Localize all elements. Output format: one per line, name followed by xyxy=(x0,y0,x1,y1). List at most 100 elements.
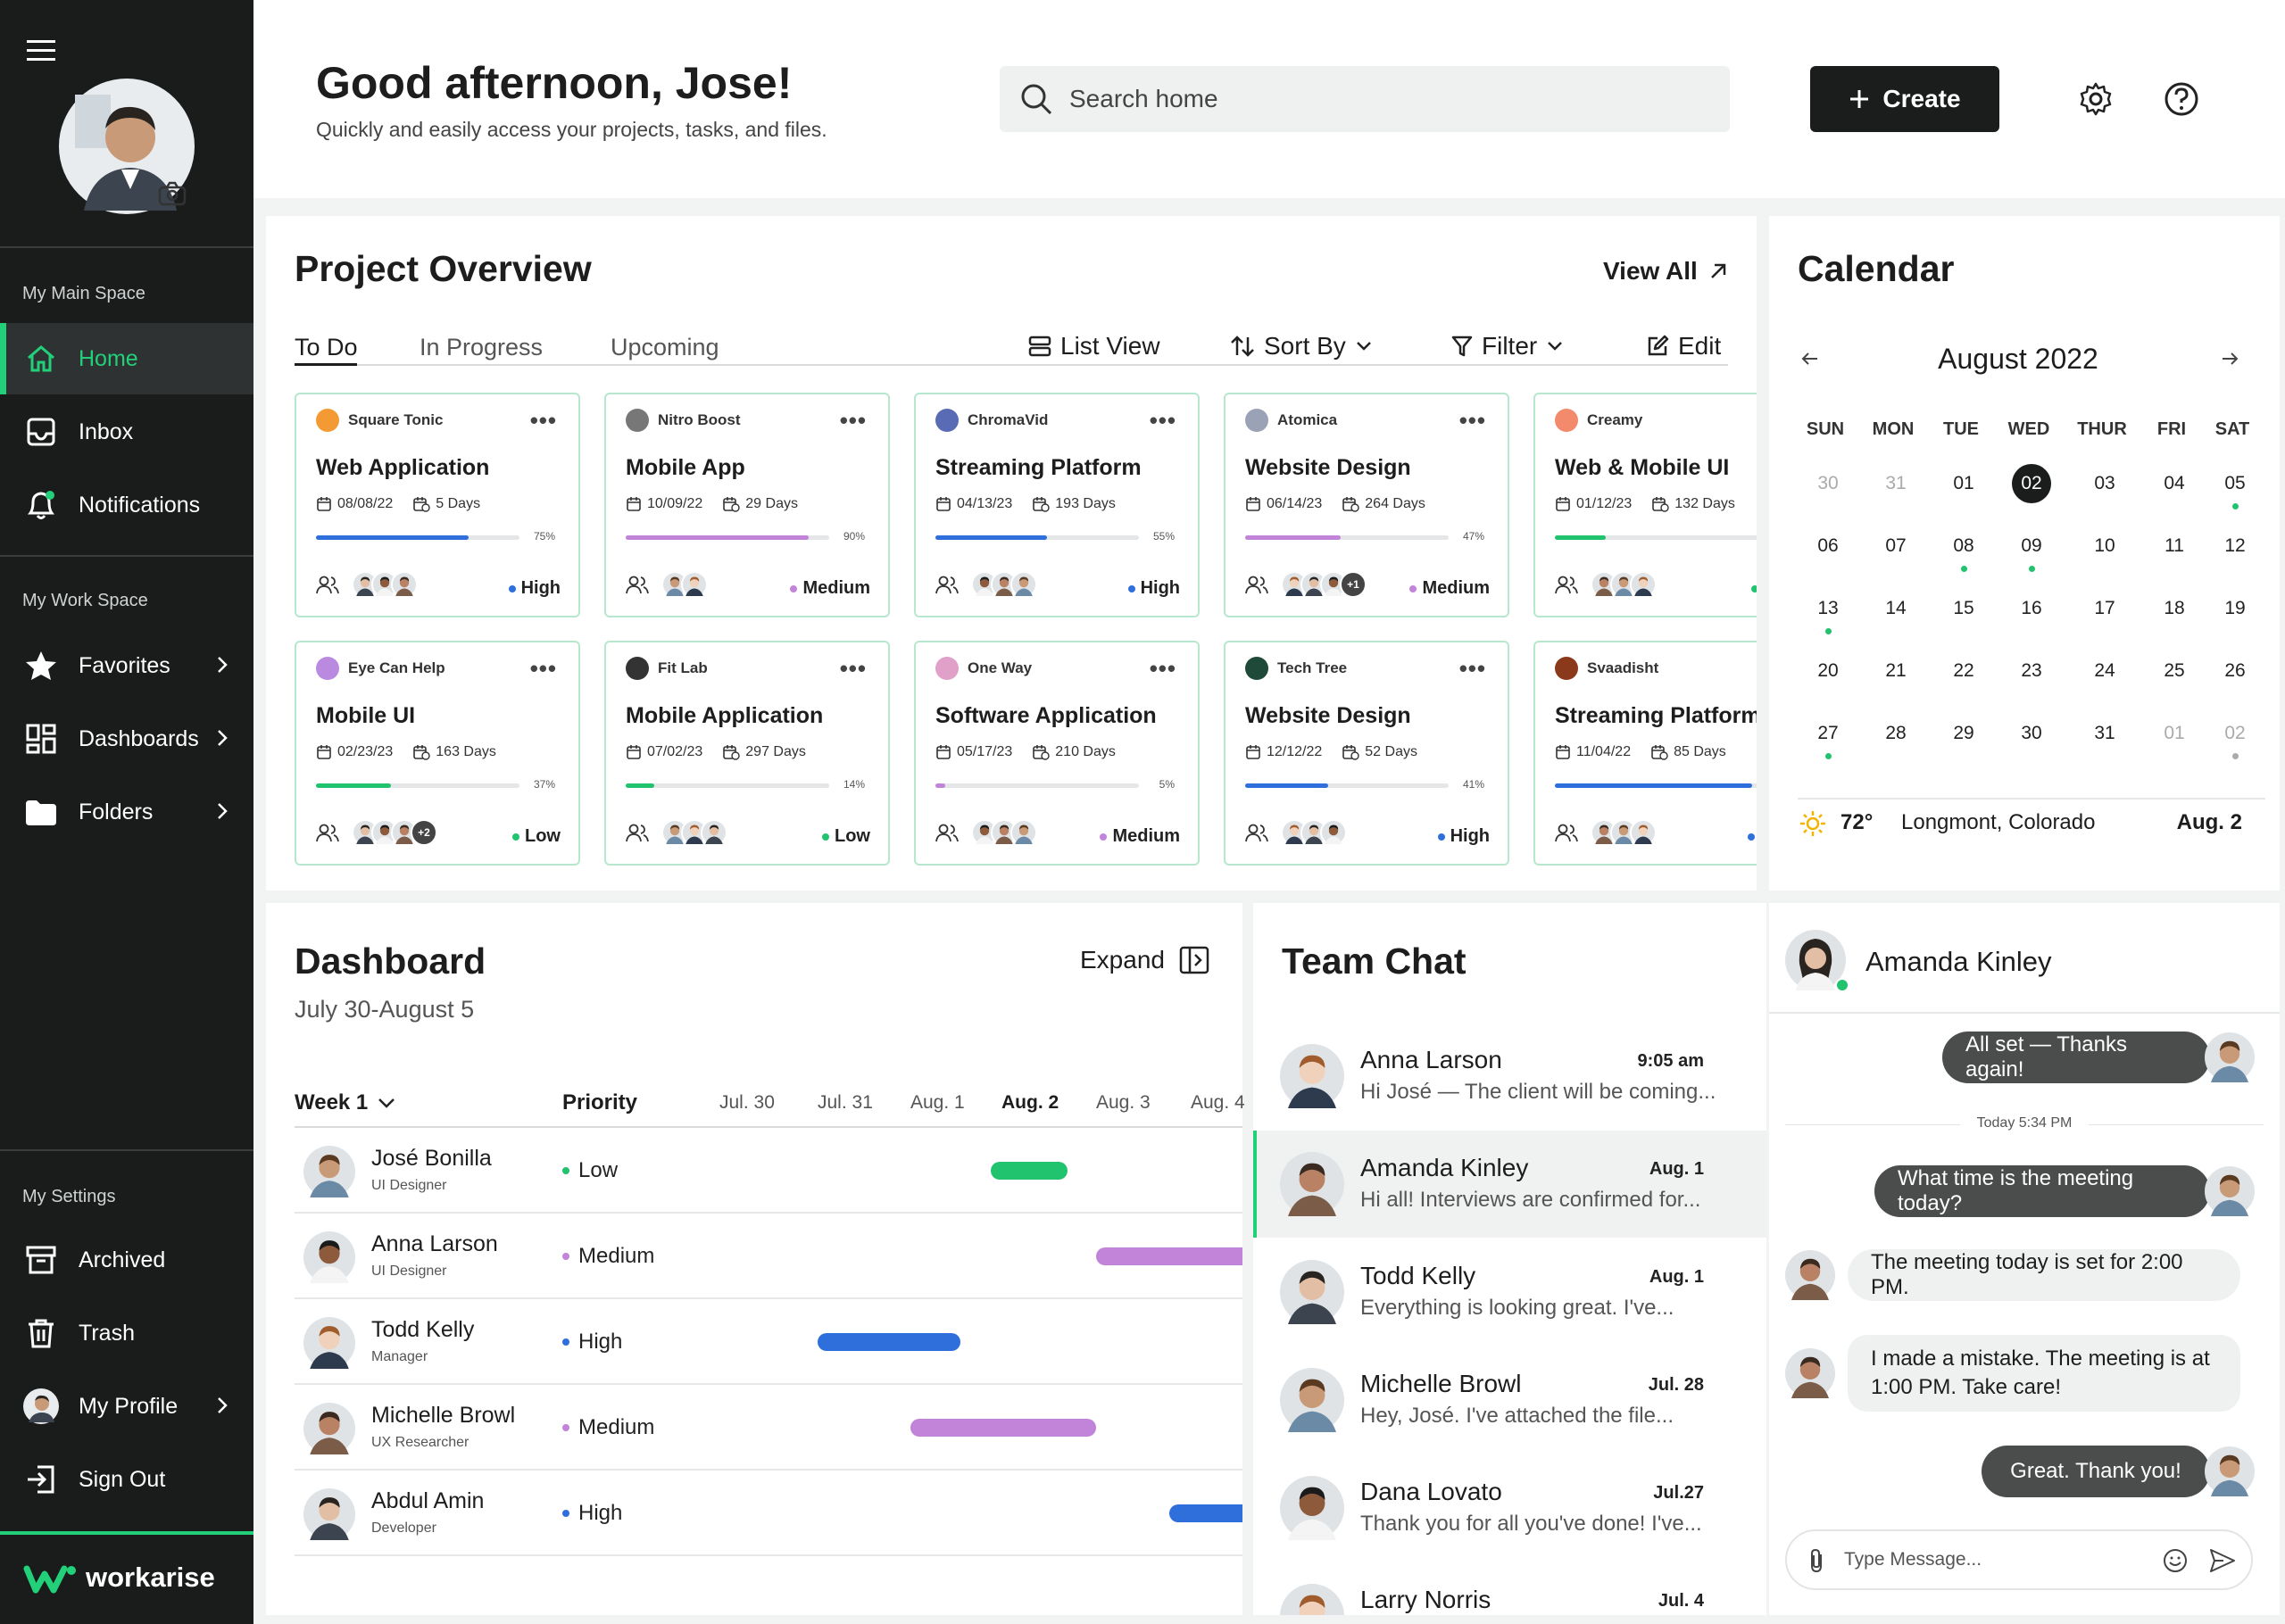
timeline-bar[interactable] xyxy=(818,1333,960,1351)
calendar-day[interactable]: 20 xyxy=(1801,651,1855,691)
chat-list-item[interactable]: Larry Norris Jul. 4 xyxy=(1253,1562,1766,1615)
chat-list-item[interactable]: Dana Lovato Jul.27 Thank you for all you'v… xyxy=(1253,1454,1766,1562)
sidebar-item-trash[interactable]: Trash xyxy=(0,1297,253,1369)
sidebar-item-archived[interactable]: Archived xyxy=(0,1224,253,1296)
calendar-day[interactable]: 26 xyxy=(2208,651,2262,691)
sidebar-item-sign-out[interactable]: Sign Out xyxy=(0,1444,253,1515)
calendar-day[interactable]: 31 xyxy=(1869,464,1923,503)
expand-button[interactable]: Expand xyxy=(1080,946,1209,974)
sort-by-button[interactable]: Sort By xyxy=(1230,332,1373,360)
more-options-icon[interactable]: ••• xyxy=(839,407,867,434)
table-row[interactable]: Todd Kelly Manager High xyxy=(295,1299,1242,1385)
team-members[interactable] xyxy=(1245,819,1347,846)
project-card[interactable]: One Way ••• Software Application 05/17/23 21… xyxy=(914,641,1200,866)
camera-icon[interactable] xyxy=(157,180,187,207)
timeline-bar[interactable] xyxy=(991,1162,1068,1180)
brand-logo[interactable]: workarise xyxy=(0,1531,253,1624)
calendar-day[interactable]: 07 xyxy=(1869,526,1923,566)
calendar-day[interactable]: 06 xyxy=(1801,526,1855,566)
tab-upcoming[interactable]: Upcoming xyxy=(611,334,719,360)
sidebar-item-my-profile[interactable]: My Profile xyxy=(0,1371,253,1442)
sidebar-item-favorites[interactable]: Favorites xyxy=(0,630,253,701)
calendar-day[interactable]: 21 xyxy=(1869,651,1923,691)
team-members[interactable]: +1 xyxy=(1245,571,1367,598)
calendar-day[interactable]: 09 xyxy=(2005,526,2058,566)
chat-list-item[interactable]: Michelle Browl Jul. 28 Hey, José. I've att… xyxy=(1253,1346,1766,1454)
project-card[interactable]: Fit Lab ••• Mobile Application 07/02/23 297 … xyxy=(604,641,890,866)
project-card[interactable]: Nitro Boost ••• Mobile App 10/09/22 29 Days 9… xyxy=(604,393,890,617)
search-input[interactable]: Search home xyxy=(1000,66,1730,132)
team-members[interactable] xyxy=(626,571,708,598)
sidebar-item-folders[interactable]: Folders xyxy=(0,776,253,848)
more-options-icon[interactable]: ••• xyxy=(529,655,557,682)
calendar-day[interactable]: 19 xyxy=(2208,589,2262,628)
calendar-day[interactable]: 18 xyxy=(2148,589,2201,628)
calendar-day[interactable]: 11 xyxy=(2148,526,2201,566)
create-button[interactable]: Create xyxy=(1810,66,1999,132)
calendar-day[interactable]: 02 xyxy=(2208,714,2262,753)
view-all-link[interactable]: View All xyxy=(1603,257,1728,286)
table-row[interactable]: Anna Larson UI Designer Medium xyxy=(295,1214,1242,1299)
chat-list-item[interactable]: Amanda Kinley Aug. 1 Hi all! Interviews ar… xyxy=(1253,1131,1766,1238)
calendar-day[interactable]: 08 xyxy=(1937,526,1990,566)
table-row[interactable]: Abdul Amin Developer High xyxy=(295,1471,1242,1556)
team-members[interactable] xyxy=(1555,819,1657,846)
calendar-day[interactable]: 05 xyxy=(2208,464,2262,503)
calendar-day[interactable]: 31 xyxy=(2078,714,2131,753)
team-members[interactable] xyxy=(1555,571,1657,598)
timeline-bar[interactable] xyxy=(1169,1504,1242,1522)
chat-list-item[interactable]: Todd Kelly Aug. 1 Everything is looking gr… xyxy=(1253,1239,1766,1346)
calendar-day[interactable]: 02 xyxy=(2005,464,2058,503)
project-card[interactable]: Svaadisht•••Streaming Platform11/04/2285… xyxy=(1533,641,1757,866)
calendar-day[interactable]: 15 xyxy=(1937,589,1990,628)
more-options-icon[interactable]: ••• xyxy=(1149,655,1176,682)
send-icon[interactable] xyxy=(2208,1547,2237,1574)
calendar-day[interactable]: 12 xyxy=(2208,526,2262,566)
calendar-day[interactable]: 24 xyxy=(2078,651,2131,691)
profile-avatar[interactable] xyxy=(57,77,196,216)
message-input[interactable]: Type Message... xyxy=(1785,1529,2253,1590)
prev-month-arrow-icon[interactable] xyxy=(1799,348,1824,369)
calendar-day[interactable]: 27 xyxy=(1801,714,1855,753)
team-members[interactable] xyxy=(626,819,727,846)
calendar-day[interactable]: 14 xyxy=(1869,589,1923,628)
calendar-day[interactable]: 17 xyxy=(2078,589,2131,628)
team-members[interactable]: +2 xyxy=(316,819,437,846)
calendar-day[interactable]: 28 xyxy=(1869,714,1923,753)
list-view-button[interactable]: List View xyxy=(1028,332,1160,360)
timeline-bar[interactable] xyxy=(1096,1247,1242,1265)
settings-gear-icon[interactable] xyxy=(2078,81,2114,117)
attachment-icon[interactable] xyxy=(1807,1547,1826,1574)
project-card[interactable]: Eye Can Help ••• Mobile UI 02/23/23 163 Days… xyxy=(295,641,580,866)
emoji-icon[interactable] xyxy=(2162,1547,2189,1574)
more-options-icon[interactable]: ••• xyxy=(1458,407,1486,434)
calendar-day[interactable]: 16 xyxy=(2005,589,2058,628)
table-row[interactable]: José Bonilla UI Designer Low xyxy=(295,1128,1242,1214)
team-members[interactable] xyxy=(935,819,1037,846)
timeline-bar[interactable] xyxy=(910,1419,1096,1437)
calendar-day[interactable]: 10 xyxy=(2078,526,2131,566)
contact-avatar[interactable] xyxy=(1783,928,1848,992)
week-selector[interactable]: Week 1 xyxy=(295,1090,396,1115)
project-card[interactable]: Atomica ••• Website Design 06/14/23 264 Days… xyxy=(1224,393,1509,617)
sidebar-item-dashboards[interactable]: Dashboards xyxy=(0,703,253,775)
team-members[interactable] xyxy=(935,571,1037,598)
project-card[interactable]: ChromaVid ••• Streaming Platform 04/13/23 19… xyxy=(914,393,1200,617)
calendar-day[interactable]: 29 xyxy=(1937,714,1990,753)
calendar-day[interactable]: 23 xyxy=(2005,651,2058,691)
sidebar-item-home[interactable]: Home xyxy=(0,323,253,394)
calendar-day[interactable]: 22 xyxy=(1937,651,1990,691)
team-members[interactable] xyxy=(316,571,418,598)
tab-in-progress[interactable]: In Progress xyxy=(420,334,544,360)
table-row[interactable]: Michelle Browl UX Researcher Medium xyxy=(295,1385,1242,1471)
more-options-icon[interactable]: ••• xyxy=(839,655,867,682)
calendar-day[interactable]: 13 xyxy=(1801,589,1855,628)
calendar-day[interactable]: 30 xyxy=(1801,464,1855,503)
calendar-day[interactable]: 01 xyxy=(1937,464,1990,503)
chat-list-item[interactable]: Anna Larson 9:05 am Hi José — The client w… xyxy=(1253,1023,1766,1130)
filter-button[interactable]: Filter xyxy=(1451,332,1564,360)
calendar-day[interactable]: 03 xyxy=(2078,464,2131,503)
project-card[interactable]: Square Tonic ••• Web Application 08/08/22 5 … xyxy=(295,393,580,617)
help-icon[interactable] xyxy=(2164,81,2199,117)
